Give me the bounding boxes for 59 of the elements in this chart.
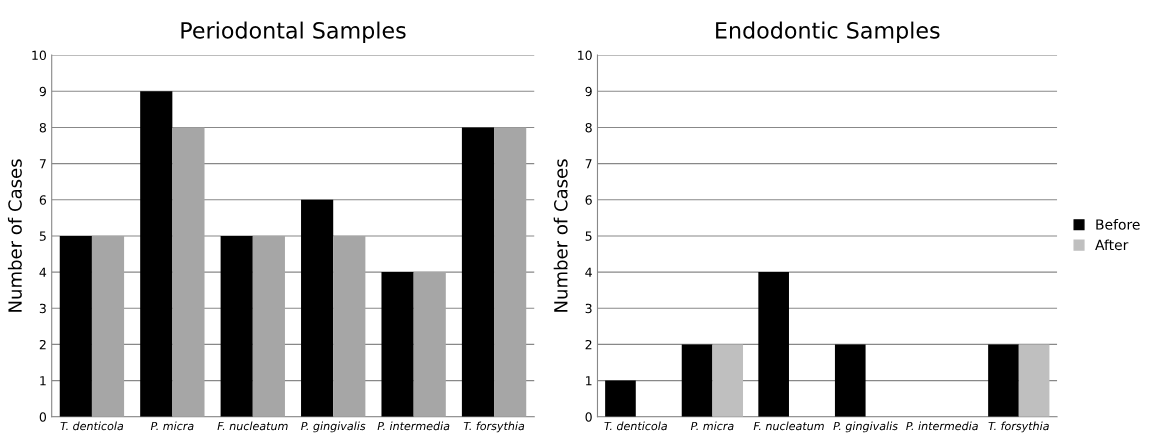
y-tick-label: 1 bbox=[586, 376, 592, 386]
y-axis-title: Number of Cases bbox=[7, 159, 22, 312]
y-axis-title: Number of Cases bbox=[553, 159, 568, 312]
bar bbox=[413, 272, 446, 417]
y-tick-label: 3 bbox=[39, 303, 46, 314]
bar bbox=[681, 344, 713, 417]
bar bbox=[1018, 344, 1050, 417]
y-tick-label: 5 bbox=[585, 231, 592, 241]
y-tick-label: 7 bbox=[585, 159, 592, 169]
x-tick-label: P. intermedia bbox=[377, 421, 450, 431]
y-tick-label: 6 bbox=[39, 195, 47, 205]
x-tick-label: P. micra bbox=[150, 421, 194, 431]
bar bbox=[172, 127, 205, 417]
y-tick-label: 6 bbox=[585, 195, 592, 205]
x-tick-label: P. intermedia bbox=[906, 421, 978, 431]
chart-title: Endodontic Samples bbox=[716, 21, 940, 44]
y-tick-label: 8 bbox=[585, 122, 592, 133]
legend-label: After bbox=[1095, 239, 1129, 251]
legend-label: Before bbox=[1096, 219, 1140, 230]
x-tick-label: T. forsythia bbox=[988, 421, 1049, 433]
y-tick-label: 0 bbox=[585, 412, 592, 422]
x-tick-label: P. micra bbox=[690, 421, 734, 431]
bar bbox=[220, 235, 253, 417]
y-tick-label: 0 bbox=[39, 412, 47, 422]
y-tick-label: 4 bbox=[39, 267, 47, 277]
x-tick-label: T. denticola bbox=[60, 421, 124, 431]
y-tick-label: 9 bbox=[585, 86, 592, 97]
bar bbox=[333, 235, 366, 417]
y-tick-label: 8 bbox=[39, 122, 46, 133]
x-tick-label: P. gingivalis bbox=[301, 421, 366, 433]
bar bbox=[461, 127, 495, 417]
bar bbox=[91, 235, 125, 417]
bar bbox=[494, 127, 527, 417]
y-tick-label: 2 bbox=[585, 339, 592, 350]
x-tick-label: P. gingivalis bbox=[833, 421, 898, 433]
bar bbox=[988, 344, 1019, 417]
y-tick-label: 10 bbox=[578, 50, 592, 61]
y-tick-label: 5 bbox=[39, 231, 46, 241]
x-tick-label: T. forsythia bbox=[463, 421, 525, 433]
bar bbox=[834, 344, 866, 417]
bar bbox=[712, 344, 744, 417]
bar bbox=[381, 272, 414, 417]
x-tick-label: F. nucleatum bbox=[217, 421, 288, 431]
x-tick-label: T. denticola bbox=[604, 421, 667, 431]
y-tick-label: 4 bbox=[585, 267, 592, 277]
bar bbox=[605, 380, 636, 417]
y-tick-label: 10 bbox=[32, 50, 47, 61]
y-tick-label: 7 bbox=[39, 159, 46, 169]
chart-title: Periodontal Samples bbox=[181, 21, 406, 44]
bar bbox=[252, 235, 285, 417]
y-tick-label: 2 bbox=[39, 339, 46, 350]
y-tick-label: 9 bbox=[39, 86, 46, 97]
bar bbox=[758, 272, 789, 417]
y-tick-label: 3 bbox=[585, 303, 592, 314]
y-tick-label: 1 bbox=[40, 376, 46, 386]
bar bbox=[301, 199, 334, 417]
bar bbox=[140, 91, 173, 417]
x-tick-label: F. nucleatum bbox=[753, 421, 824, 431]
bar bbox=[59, 235, 92, 417]
